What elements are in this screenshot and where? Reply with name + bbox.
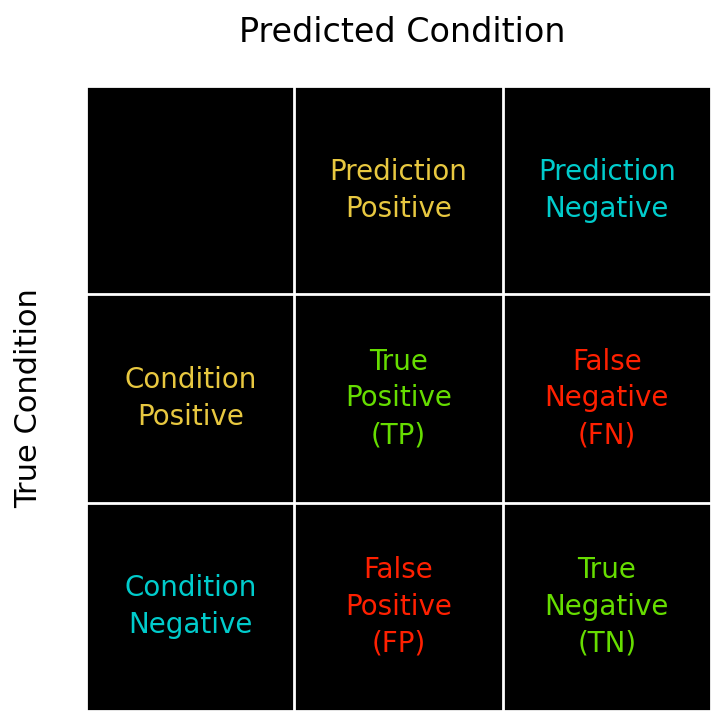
Bar bbox=[503, 86, 711, 294]
Text: True
Positive
(TP): True Positive (TP) bbox=[345, 348, 452, 449]
Bar bbox=[503, 294, 711, 503]
Text: False
Negative
(FN): False Negative (FN) bbox=[544, 348, 669, 449]
Text: False
Positive
(FP): False Positive (FP) bbox=[345, 556, 452, 658]
Bar bbox=[86, 503, 294, 711]
Text: Prediction
Negative: Prediction Negative bbox=[538, 158, 676, 223]
Bar bbox=[294, 503, 503, 711]
Bar bbox=[86, 86, 294, 294]
Bar bbox=[503, 503, 711, 711]
Bar bbox=[294, 86, 503, 294]
Text: Condition
Negative: Condition Negative bbox=[124, 574, 256, 639]
Bar bbox=[294, 294, 503, 503]
Text: Condition
Positive: Condition Positive bbox=[124, 366, 256, 431]
Text: True
Negative
(TN): True Negative (TN) bbox=[544, 556, 669, 658]
Bar bbox=[86, 294, 294, 503]
Text: True Condition: True Condition bbox=[14, 289, 43, 508]
Text: Prediction
Positive: Prediction Positive bbox=[330, 158, 467, 223]
Text: Predicted Condition: Predicted Condition bbox=[239, 16, 565, 49]
